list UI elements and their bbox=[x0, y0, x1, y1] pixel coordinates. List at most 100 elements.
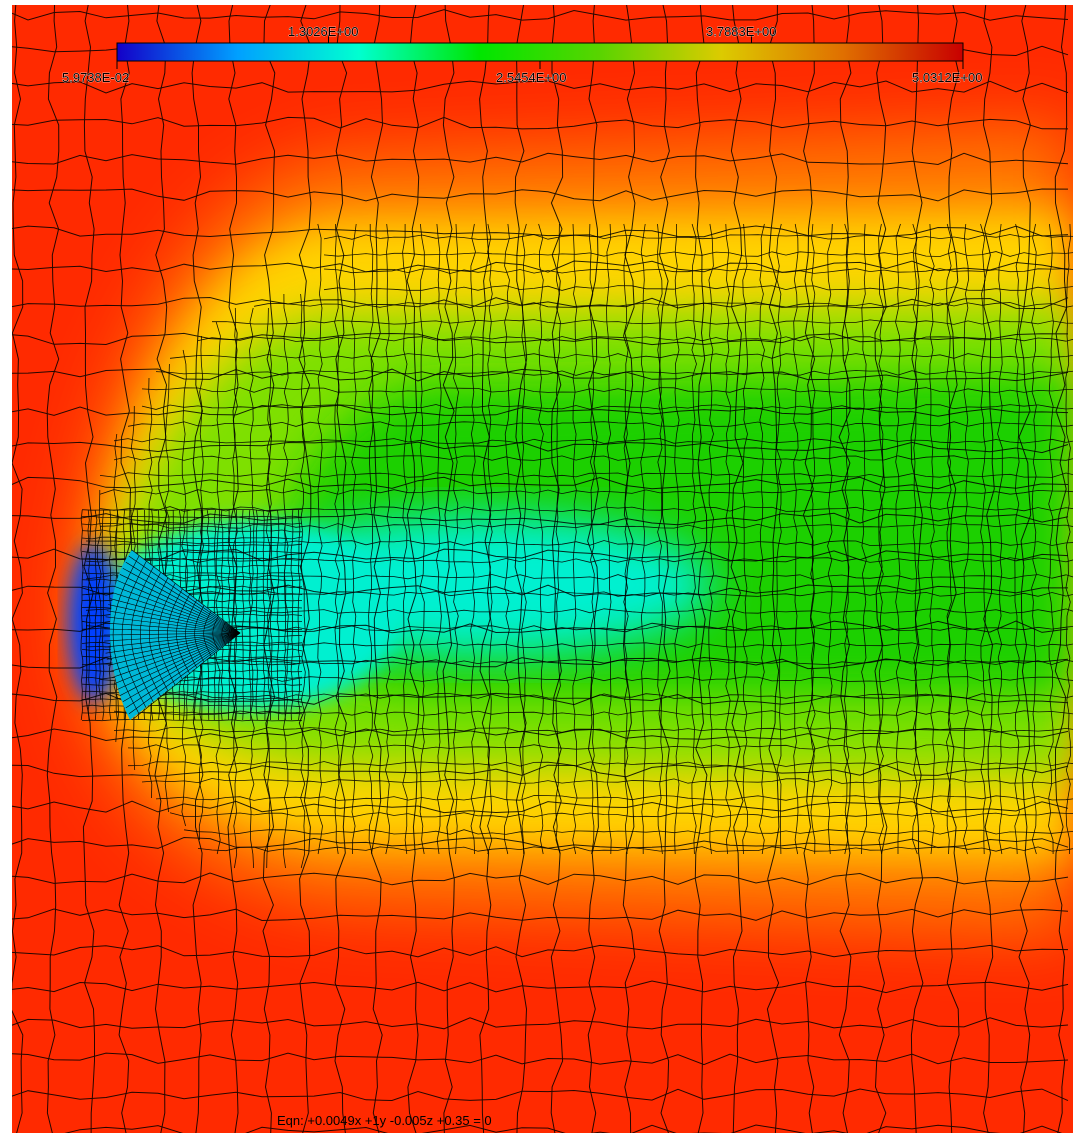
fine-mesh-line bbox=[141, 778, 1073, 784]
fine-mesh-line bbox=[589, 223, 595, 855]
fine-mesh-line bbox=[895, 223, 901, 854]
mesh-canvas[interactable]: 1.3026E+00 3.7883E+00 5.9738E-02 2.5454E… bbox=[12, 5, 1073, 1133]
body-near-mesh-line bbox=[234, 509, 238, 721]
fine-mesh-line bbox=[1031, 223, 1037, 855]
body-near-mesh-line bbox=[81, 529, 303, 533]
body-near-mesh-line bbox=[81, 704, 303, 708]
fine-mesh-line bbox=[436, 223, 442, 855]
body-near-mesh-line bbox=[80, 509, 84, 721]
fine-mesh-line bbox=[113, 438, 1073, 444]
fine-mesh-line bbox=[504, 223, 510, 855]
body-mesh-line bbox=[105, 632, 241, 654]
coarse-mesh-line bbox=[730, 5, 744, 1133]
fine-mesh-line bbox=[521, 223, 527, 855]
fine-mesh-line bbox=[323, 234, 1073, 240]
fine-mesh-line bbox=[183, 829, 1073, 835]
coarse-mesh-line bbox=[12, 188, 1069, 202]
cone-body[interactable] bbox=[103, 549, 241, 721]
coarse-mesh-line bbox=[946, 5, 960, 1133]
coarse-mesh-line bbox=[12, 908, 1069, 922]
coarse-mesh-line bbox=[982, 5, 995, 1133]
body-near-mesh-line bbox=[283, 509, 287, 721]
body-mesh-line bbox=[203, 610, 212, 657]
coarse-mesh-line bbox=[12, 152, 1069, 166]
fine-mesh-line bbox=[323, 268, 1073, 274]
coarse-mesh-line bbox=[46, 5, 60, 1133]
fine-mesh-line bbox=[606, 223, 612, 855]
body-near-mesh-line bbox=[81, 508, 303, 512]
fine-mesh-line bbox=[253, 302, 1073, 308]
coarse-mesh-line bbox=[658, 5, 671, 1133]
refined-mesh bbox=[80, 223, 1073, 869]
body-near-mesh-line bbox=[81, 543, 303, 547]
coarse-mesh-line bbox=[1054, 5, 1068, 1133]
fine-mesh-line bbox=[232, 307, 238, 869]
coarse-mesh-line bbox=[12, 476, 1069, 490]
coarse-mesh-line bbox=[334, 5, 348, 1133]
body-near-mesh-line bbox=[81, 557, 303, 561]
fine-mesh-line bbox=[169, 353, 1073, 359]
coarse-mesh-line bbox=[12, 1052, 1069, 1066]
fine-mesh-line bbox=[99, 489, 1073, 495]
fine-mesh-line bbox=[453, 223, 459, 855]
fine-mesh-line bbox=[85, 625, 1073, 631]
coarse-mesh-line bbox=[12, 1088, 1069, 1102]
body-mesh-line bbox=[122, 632, 241, 703]
fine-mesh-line bbox=[793, 223, 799, 855]
body-near-mesh-line bbox=[276, 509, 280, 721]
fine-mesh-line bbox=[97, 489, 102, 701]
body-mesh-line bbox=[148, 577, 169, 692]
body-near-mesh-line bbox=[87, 509, 91, 721]
coarse-mesh-line bbox=[622, 5, 636, 1133]
body-near-mesh-line bbox=[81, 690, 303, 694]
fine-mesh-line bbox=[113, 710, 1073, 716]
body-mesh-line bbox=[108, 604, 241, 634]
coarse-mesh-line bbox=[12, 512, 1069, 526]
coarse-mesh-line bbox=[12, 980, 1069, 994]
body-mesh-line bbox=[125, 632, 241, 709]
fine-mesh-line bbox=[334, 223, 340, 855]
body-near-mesh-line bbox=[81, 522, 303, 526]
body-mesh-line bbox=[110, 632, 241, 672]
fine-mesh-line bbox=[555, 223, 561, 855]
fine-mesh-line bbox=[572, 223, 578, 855]
coarse-mesh-line bbox=[766, 5, 780, 1133]
legend-label-4: 5.0312E+00 bbox=[912, 70, 982, 85]
contour-plot[interactable]: 1.3026E+00 3.7883E+00 5.9738E-02 2.5454E… bbox=[12, 5, 1073, 1133]
fine-mesh-line bbox=[127, 744, 1073, 750]
fine-mesh-line bbox=[99, 523, 1073, 529]
coarse-mesh-line bbox=[12, 836, 1069, 849]
fine-mesh-line bbox=[742, 223, 748, 855]
body-near-mesh-line bbox=[82, 697, 303, 701]
legend-label-0: 5.9738E-02 bbox=[62, 70, 129, 85]
coarse-mesh-line bbox=[12, 800, 1069, 814]
coarse-mesh-line bbox=[12, 9, 1069, 21]
fine-mesh-line bbox=[85, 574, 1073, 580]
body-mesh-line bbox=[114, 586, 241, 634]
body-near-mesh-line bbox=[81, 718, 303, 722]
coarse-mesh-line bbox=[12, 5, 24, 1133]
coarse-mesh-line bbox=[298, 5, 312, 1133]
fine-mesh-line bbox=[963, 223, 969, 855]
fine-mesh-line bbox=[197, 846, 1073, 852]
fine-mesh-line bbox=[85, 608, 1073, 614]
fine-mesh-line bbox=[385, 223, 391, 855]
body-mesh-line bbox=[131, 632, 241, 721]
fine-mesh-line bbox=[283, 293, 289, 869]
coarse-mesh-line bbox=[12, 872, 1069, 886]
fine-mesh-line bbox=[85, 642, 1073, 648]
fine-mesh-line bbox=[323, 251, 1073, 257]
fine-mesh-line bbox=[912, 223, 918, 855]
body-mesh-line bbox=[104, 632, 241, 648]
body-near-mesh-line bbox=[220, 509, 224, 721]
coarse-mesh-line bbox=[479, 5, 492, 1133]
fine-mesh-line bbox=[980, 223, 986, 855]
body-near-mesh-line bbox=[297, 509, 301, 721]
coarse-mesh-line bbox=[12, 116, 1069, 130]
coarse-mesh-line bbox=[12, 728, 1069, 742]
body-mesh-line bbox=[131, 549, 241, 634]
legend-colorbar bbox=[116, 42, 964, 62]
coarse-mesh-line bbox=[27, 1124, 1063, 1133]
body-mesh-line bbox=[104, 622, 241, 634]
